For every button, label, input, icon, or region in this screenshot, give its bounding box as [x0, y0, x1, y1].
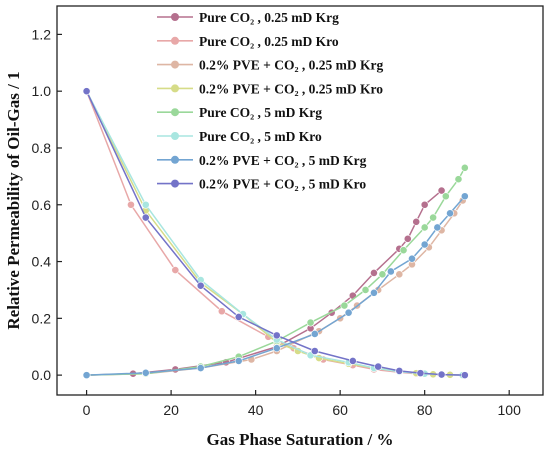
- data-point: [344, 308, 353, 317]
- data-point: [429, 213, 438, 222]
- data-point: [386, 267, 395, 276]
- x-tick-label: 60: [332, 402, 348, 418]
- legend-label: 0.2% PVE + CO₂ , 0.25 mD Kro: [199, 81, 383, 96]
- data-point: [141, 368, 150, 377]
- x-axis-ticks: 0 20 40 60 80 100: [83, 390, 521, 418]
- x-axis-title: Gas Phase Saturation / %: [206, 430, 393, 449]
- legend-label: Pure CO₂ , 5 mD Krg: [199, 105, 322, 120]
- data-point: [272, 344, 281, 353]
- legend-label: Pure CO₂ , 5 mD Kro: [199, 129, 322, 144]
- y-tick-label: 0.2: [32, 310, 52, 326]
- data-point: [217, 307, 226, 316]
- legend-item: Pure CO₂ , 0.25 mD Kro: [157, 34, 339, 49]
- data-point: [416, 369, 425, 378]
- legend-marker: [171, 36, 179, 45]
- data-point: [196, 281, 205, 290]
- legend-label: 0.2% PVE + CO₂ , 5 mD Kro: [199, 177, 366, 192]
- legend-item: Pure CO₂ , 5 mD Krg: [157, 105, 322, 120]
- data-point: [454, 175, 463, 184]
- data-point: [82, 87, 91, 96]
- x-tick-label: 0: [83, 402, 91, 418]
- data-point: [446, 209, 454, 218]
- x-tick-label: 80: [417, 402, 433, 418]
- legend-marker: [171, 155, 179, 164]
- y-tick-label: 1.2: [32, 26, 52, 42]
- data-point: [234, 357, 243, 365]
- x-tick-label: 40: [248, 402, 264, 418]
- series-8: [82, 87, 469, 380]
- data-point: [437, 186, 446, 195]
- y-tick-label: 0.4: [32, 254, 52, 270]
- data-point: [399, 246, 408, 255]
- legend-item: 0.2% PVE + CO₂ , 5 mD Krg: [157, 153, 367, 168]
- data-point: [403, 234, 412, 243]
- data-point: [196, 364, 205, 372]
- legend: Pure CO₂ , 0.25 mD Krg Pure CO₂ , 0.25 mD…: [157, 10, 383, 192]
- legend-marker: [171, 108, 179, 117]
- legend-item: Pure CO₂ , 0.25 mD Krg: [157, 10, 339, 25]
- data-point: [272, 331, 281, 340]
- data-point: [441, 192, 450, 201]
- data-point: [374, 362, 383, 371]
- y-tick-label: 0.8: [32, 140, 52, 156]
- series-1: [82, 186, 446, 380]
- y-axis-ticks: 0.0 0.2 0.4 0.6 0.8 1.0 1.2: [32, 26, 62, 383]
- data-point: [395, 366, 404, 375]
- series-3: [82, 196, 467, 380]
- data-point: [420, 200, 429, 209]
- data-point: [141, 213, 150, 222]
- data-point: [370, 269, 378, 277]
- legend-marker: [171, 132, 179, 140]
- data-point: [141, 200, 150, 209]
- series-7: [82, 192, 469, 380]
- plot-frame: [56, 5, 544, 396]
- data-point: [127, 200, 135, 209]
- plot-border: [56, 5, 544, 396]
- legend-marker: [171, 60, 179, 69]
- legend-marker: [171, 84, 179, 93]
- data-point: [306, 318, 315, 327]
- data-point: [348, 357, 357, 365]
- data-point: [395, 270, 404, 279]
- legend-marker: [171, 179, 179, 188]
- legend-marker: [171, 13, 179, 21]
- data-point: [361, 286, 370, 294]
- y-tick-label: 1.0: [32, 83, 52, 99]
- data-point: [433, 223, 442, 232]
- y-tick-label: 0.6: [32, 197, 52, 213]
- legend-label: 0.2% PVE + CO₂ , 0.25 mD Krg: [199, 58, 383, 73]
- data-point: [310, 347, 319, 355]
- legend-label: 0.2% PVE + CO₂ , 5 mD Krg: [199, 153, 367, 168]
- y-tick-label: 0.0: [32, 367, 52, 383]
- data-point: [378, 270, 387, 279]
- legend-item: Pure CO₂ , 5 mD Kro: [157, 129, 322, 144]
- series-layer: [82, 87, 469, 380]
- data-point: [437, 370, 446, 379]
- data-point: [420, 223, 429, 232]
- data-point: [408, 254, 416, 263]
- data-point: [412, 217, 421, 226]
- data-point: [460, 371, 469, 380]
- data-point: [420, 240, 429, 249]
- x-tick-label: 20: [163, 402, 179, 418]
- legend-label: Pure CO₂ , 0.25 mD Krg: [199, 10, 339, 25]
- data-point: [460, 163, 469, 172]
- legend-label: Pure CO₂ , 0.25 mD Kro: [199, 34, 339, 49]
- legend-item: 0.2% PVE + CO₂ , 0.25 mD Kro: [157, 81, 383, 96]
- data-point: [370, 288, 378, 297]
- legend-item: 0.2% PVE + CO₂ , 0.25 mD Krg: [157, 58, 383, 73]
- data-point: [310, 330, 319, 338]
- data-point: [460, 192, 469, 201]
- data-point: [234, 313, 243, 321]
- data-point: [340, 301, 349, 310]
- data-point: [171, 266, 180, 274]
- legend-item: 0.2% PVE + CO₂ , 5 mD Kro: [157, 177, 366, 192]
- y-axis-title: Relative Permeability of Oil-Gas / 1: [4, 71, 23, 329]
- x-tick-label: 100: [498, 402, 522, 418]
- data-point: [82, 371, 91, 380]
